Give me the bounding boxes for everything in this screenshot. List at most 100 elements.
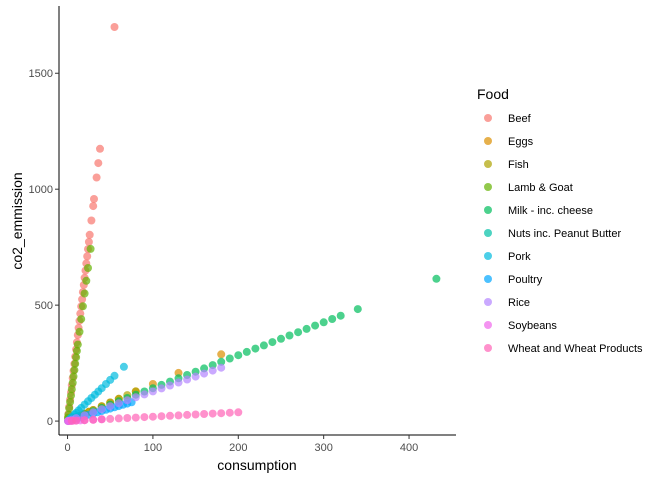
legend-key — [484, 206, 492, 214]
data-point — [148, 412, 157, 421]
y-axis-title: co2_emmission — [9, 172, 25, 269]
data-point — [80, 289, 89, 298]
data-point — [84, 264, 92, 272]
data-point — [83, 252, 92, 261]
data-point — [94, 159, 103, 168]
data-point — [174, 378, 183, 387]
x-tick-label: 300 — [314, 442, 332, 454]
data-point — [225, 408, 234, 417]
legend-key — [484, 137, 492, 145]
data-point — [106, 402, 115, 411]
data-point — [87, 216, 96, 225]
data-point — [183, 375, 192, 384]
data-point — [89, 408, 98, 417]
legend-label: Eggs — [508, 136, 534, 148]
data-point — [68, 378, 77, 387]
data-point — [67, 385, 76, 394]
legend-label: Beef — [508, 113, 532, 125]
data-point — [110, 23, 119, 31]
legend-key — [484, 275, 492, 283]
data-point — [73, 340, 82, 349]
legend-label: Pork — [508, 251, 531, 263]
data-point — [353, 305, 362, 314]
data-point — [200, 369, 209, 378]
data-point — [70, 366, 79, 375]
data-point — [191, 372, 200, 381]
data-point — [208, 361, 217, 370]
data-point — [97, 415, 106, 424]
data-point — [268, 338, 277, 347]
legend-label: Soybeans — [508, 320, 557, 332]
data-point — [69, 372, 78, 381]
legend: Food Beef Eggs Fish Lamb & Goat Milk - inc. … — [477, 86, 643, 355]
legend-label: Fish — [508, 159, 529, 171]
data-point — [157, 384, 166, 393]
data-point — [208, 409, 217, 418]
data-point — [131, 393, 140, 402]
data-point — [85, 230, 94, 239]
data-point — [277, 334, 285, 343]
data-point — [80, 416, 89, 425]
series-lamb-goat — [64, 244, 95, 422]
data-point — [106, 414, 115, 423]
data-point — [166, 411, 174, 420]
legend-key — [484, 252, 492, 260]
legend-key — [484, 344, 492, 352]
legend-key — [484, 229, 492, 237]
data-point — [140, 390, 149, 399]
y-ticks: 0 500 1000 1500 — [29, 68, 59, 428]
data-point — [75, 327, 84, 336]
data-point — [208, 366, 217, 375]
legend-label: Wheat and Wheat Products — [508, 343, 643, 355]
data-point — [319, 318, 328, 327]
legend-label: Milk - inc. cheese — [508, 205, 593, 217]
data-point — [259, 341, 268, 350]
data-point — [251, 344, 260, 353]
data-point — [174, 411, 183, 420]
data-point — [123, 414, 132, 422]
data-point — [217, 357, 226, 366]
data-point — [71, 359, 80, 368]
data-point — [110, 371, 119, 380]
x-ticks: 0 100 200 300 400 — [64, 435, 418, 454]
data-point — [72, 416, 81, 425]
data-point — [217, 363, 226, 372]
x-axis-title: consumption — [217, 457, 296, 473]
data-point — [89, 202, 98, 211]
data-point — [66, 398, 75, 406]
legend-label: Rice — [508, 297, 530, 309]
legend-title: Food — [477, 86, 509, 102]
data-point — [96, 144, 104, 153]
data-point — [114, 399, 123, 408]
data-point — [92, 173, 101, 182]
legend-label: Lamb & Goat — [508, 182, 573, 194]
legend-key — [484, 183, 492, 191]
data-point — [148, 387, 157, 396]
legend-key — [484, 114, 492, 122]
data-point — [77, 315, 86, 324]
data-point — [217, 409, 226, 418]
data-point — [336, 311, 345, 320]
data-point — [285, 331, 294, 340]
data-point — [234, 408, 243, 417]
data-point — [72, 353, 81, 362]
data-point — [90, 195, 98, 203]
data-point — [82, 276, 91, 285]
data-point — [86, 244, 95, 253]
data-point — [78, 302, 87, 311]
data-point — [191, 410, 200, 419]
y-tick-label: 1500 — [29, 68, 53, 80]
data-point — [65, 404, 74, 413]
x-tick-label: 0 — [64, 442, 70, 454]
points-layer — [64, 23, 441, 426]
legend-key — [484, 321, 492, 329]
data-point — [97, 405, 106, 414]
data-point — [67, 391, 75, 400]
data-point — [302, 324, 311, 333]
data-point — [72, 346, 81, 355]
x-tick-label: 200 — [229, 442, 247, 454]
y-tick-label: 0 — [47, 416, 53, 428]
data-point — [432, 274, 441, 283]
data-point — [183, 410, 192, 419]
